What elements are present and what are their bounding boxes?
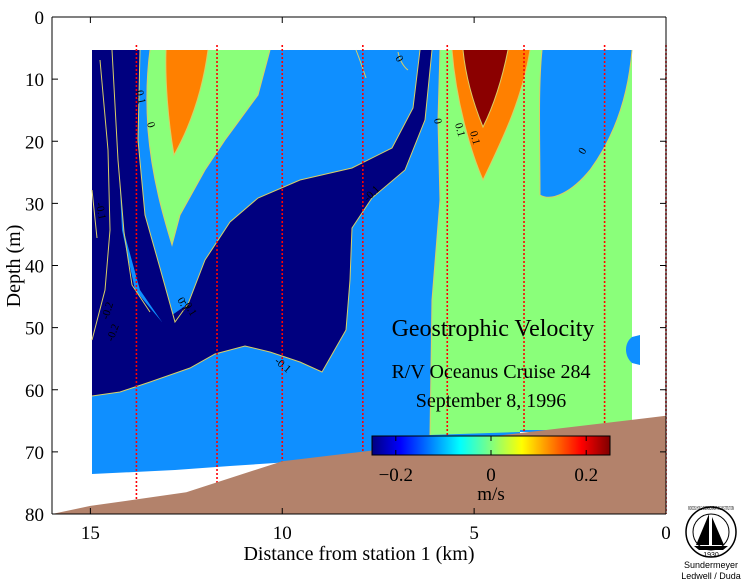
region-strong-negative-west <box>92 50 175 322</box>
colorbar-unit-label: m/s <box>477 484 504 505</box>
y-tick-label: 20 <box>25 132 44 153</box>
y-tick-label: 50 <box>25 319 44 340</box>
colorbar-tick-label: 0.2 <box>574 465 598 486</box>
credit-line-2: Ledwell / Duda <box>681 571 741 581</box>
contour-line <box>429 49 441 436</box>
y-axis-label: Depth (m) <box>3 225 25 308</box>
contour-line <box>355 49 367 79</box>
x-axis-ticks: 15 10 5 0 <box>81 17 671 544</box>
colorbar-ticks: −0.2 0 0.2 <box>379 436 598 486</box>
x-tick-label: 0 <box>661 523 671 544</box>
contour-line <box>397 51 409 71</box>
contour-label: 0.1 <box>452 122 467 138</box>
contour-label: 0 <box>392 54 405 65</box>
annotation-title: Geostrophic Velocity <box>392 316 595 342</box>
contour-field: 0 0.1 -0.1 -0.2 0.1 0 0.1 0 0 0.1 -0.1 -… <box>91 49 640 474</box>
colorbar: −0.2 0 0.2 m/s <box>371 435 611 505</box>
annotation-subtitle: R/V Oceanus Cruise 284 <box>391 361 590 383</box>
contour-line <box>111 49 151 313</box>
contour-line <box>451 49 531 182</box>
contour-label: 0.1 <box>467 130 482 146</box>
contour-label: 0 <box>576 145 589 156</box>
logo-sail-icon-second <box>712 517 724 545</box>
logo-year: 1930 <box>703 552 719 559</box>
colorbar-tick-label: 0 <box>486 465 496 486</box>
institution-logo: WOODS HOLE OCEANOGRAPHIC INSTITUTION 193… <box>681 506 741 581</box>
contour-label: 0 <box>431 117 444 125</box>
y-tick-label: 0 <box>35 8 45 29</box>
annotation-date: September 8, 1996 <box>416 390 567 412</box>
region-weak-negative-edge-bulge <box>626 335 640 365</box>
y-tick-label: 80 <box>25 505 44 526</box>
logo-ring-text: WOODS HOLE OCEANOGRAPHIC INSTITUTION <box>688 506 734 512</box>
contour-line <box>539 49 633 198</box>
y-tick-label: 60 <box>25 381 44 402</box>
contour-line <box>165 49 209 157</box>
y-tick-label: 30 <box>25 194 44 215</box>
contour-line <box>462 49 509 129</box>
region-weak-positive-west <box>165 50 208 155</box>
contour-label: 0 <box>144 121 157 130</box>
region-weak-negative-east-tongue <box>539 50 632 198</box>
x-tick-label: 10 <box>273 523 292 544</box>
contour-label: -0.1 <box>93 201 108 220</box>
y-tick-label: 40 <box>25 257 44 278</box>
y-axis-ticks: 0 10 20 30 40 50 60 70 80 <box>25 8 666 526</box>
colorbar-tick-label: −0.2 <box>379 465 413 486</box>
region-strong-negative-main <box>92 50 432 396</box>
contour-line <box>91 189 98 239</box>
contour-line <box>91 49 433 397</box>
logo-sail-icon <box>696 514 709 545</box>
contour-label: -0.2 <box>99 301 116 321</box>
y-tick-label: 70 <box>25 443 44 464</box>
x-tick-label: 15 <box>81 523 100 544</box>
contour-line <box>146 49 271 247</box>
credit-line-1: Sundermeyer <box>684 560 738 570</box>
region-strong-positive-east <box>463 50 508 127</box>
contour-label: -0.2 <box>105 323 122 343</box>
logo-hull-icon <box>694 546 728 550</box>
x-axis-label: Distance from station 1 (km) <box>243 543 474 565</box>
y-tick-label: 10 <box>25 70 44 91</box>
x-tick-label: 5 <box>469 523 479 544</box>
contour-line <box>91 59 111 341</box>
